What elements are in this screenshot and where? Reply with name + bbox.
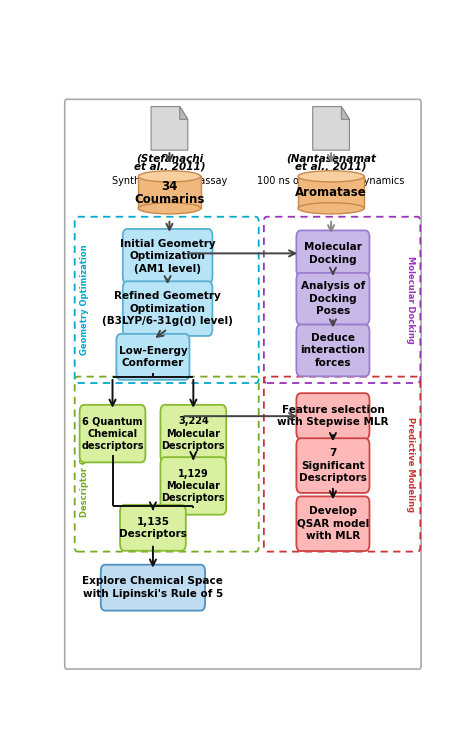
Text: Deduce
interaction
forces: Deduce interaction forces (301, 333, 365, 368)
Text: Initial Geometry
Optimization
(AM1 level): Initial Geometry Optimization (AM1 level… (120, 239, 215, 273)
Text: Geometry Optimization: Geometry Optimization (80, 245, 89, 355)
FancyBboxPatch shape (123, 229, 212, 284)
Ellipse shape (298, 171, 364, 182)
Polygon shape (180, 106, 188, 119)
Text: Molecular
Docking: Molecular Docking (304, 242, 362, 264)
Text: Synthesis and Bioassay: Synthesis and Bioassay (112, 177, 227, 186)
FancyBboxPatch shape (296, 438, 369, 493)
Text: Molecular Docking: Molecular Docking (406, 256, 415, 344)
Text: (Stefanachi: (Stefanachi (136, 153, 203, 172)
Text: 1,135
Descriptors: 1,135 Descriptors (119, 516, 187, 539)
Ellipse shape (298, 203, 364, 214)
Ellipse shape (138, 203, 201, 214)
FancyBboxPatch shape (80, 405, 146, 462)
Text: Coumarins: Coumarins (134, 193, 205, 206)
Text: Explore Chemical Space
with Lipinski's Rule of 5: Explore Chemical Space with Lipinski's R… (82, 577, 223, 599)
FancyBboxPatch shape (161, 405, 226, 462)
Text: 34: 34 (161, 180, 178, 193)
FancyBboxPatch shape (123, 282, 212, 336)
FancyBboxPatch shape (296, 273, 369, 325)
Text: Analysis of
Docking
Poses: Analysis of Docking Poses (301, 282, 365, 316)
Text: Predictive Modeling: Predictive Modeling (406, 417, 415, 512)
Text: 1,129
Molecular
Descriptors: 1,129 Molecular Descriptors (162, 469, 225, 504)
Text: et al., 2011): et al., 2011) (295, 153, 367, 172)
FancyBboxPatch shape (138, 177, 201, 208)
Text: 7
Significant
Descriptors: 7 Significant Descriptors (299, 448, 367, 483)
FancyBboxPatch shape (120, 505, 186, 550)
Ellipse shape (138, 171, 201, 182)
Polygon shape (341, 106, 349, 119)
FancyBboxPatch shape (161, 457, 226, 515)
Text: 6 Quantum
Chemical
descriptors: 6 Quantum Chemical descriptors (81, 416, 144, 451)
FancyBboxPatch shape (296, 325, 369, 376)
Text: et al., 2011): et al., 2011) (134, 153, 205, 172)
Text: Feature selection
with Stepwise MLR: Feature selection with Stepwise MLR (277, 405, 389, 427)
Text: Low-Energy
Conformer: Low-Energy Conformer (118, 346, 187, 368)
Text: (Nantasenamat: (Nantasenamat (286, 153, 376, 172)
Text: 3,224
Molecular
Descriptors: 3,224 Molecular Descriptors (162, 416, 225, 451)
FancyBboxPatch shape (117, 334, 190, 380)
FancyBboxPatch shape (296, 496, 369, 551)
FancyBboxPatch shape (101, 565, 205, 611)
Polygon shape (151, 106, 188, 150)
Text: Refined Geometry
Optimization
(B3LYP/6-31g(d) level): Refined Geometry Optimization (B3LYP/6-3… (102, 291, 233, 326)
Text: Descriptor Calculation: Descriptor Calculation (80, 411, 89, 517)
Text: 100 ns of Molecular Dynamics: 100 ns of Molecular Dynamics (257, 177, 405, 186)
FancyBboxPatch shape (296, 230, 369, 276)
Polygon shape (313, 106, 349, 150)
FancyBboxPatch shape (298, 177, 364, 208)
Text: Aromatase: Aromatase (295, 186, 367, 199)
FancyBboxPatch shape (296, 393, 369, 439)
Text: Develop
QSAR model
with MLR: Develop QSAR model with MLR (297, 507, 369, 541)
